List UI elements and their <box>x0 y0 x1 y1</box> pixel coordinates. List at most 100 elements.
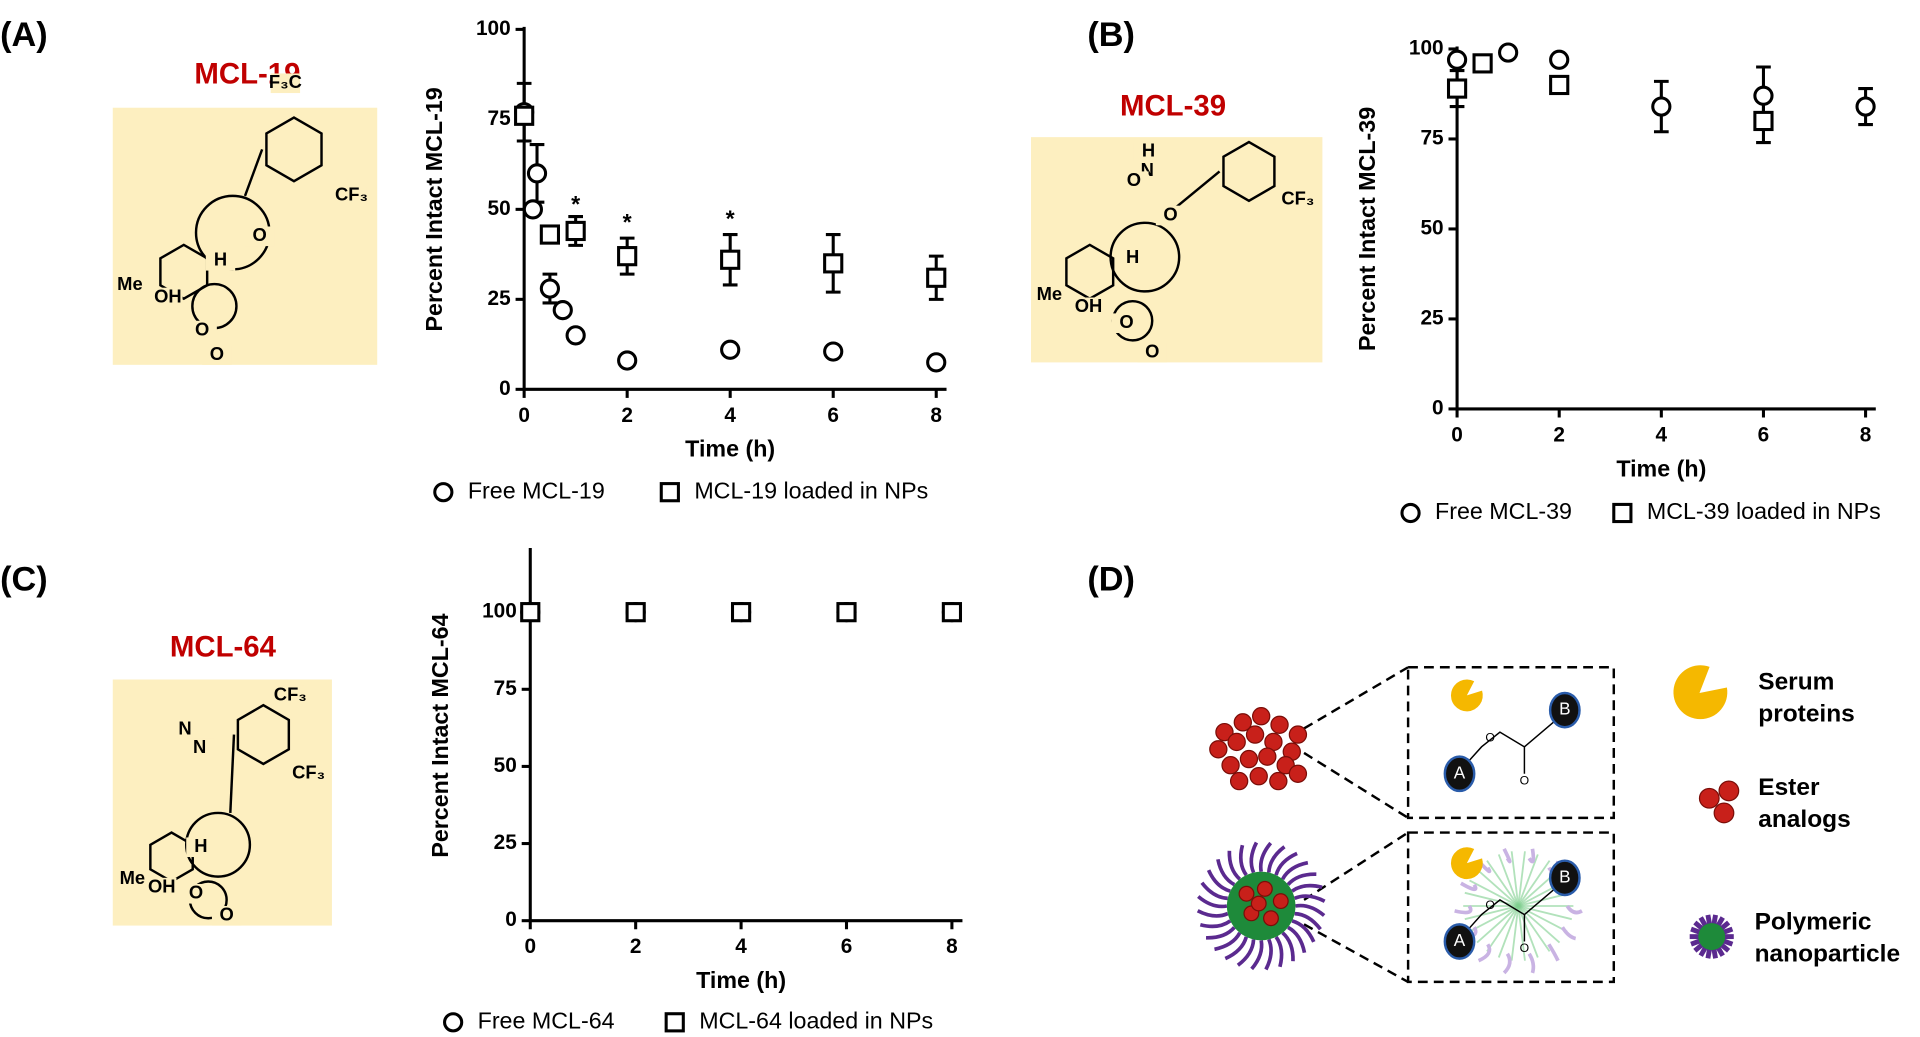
atom-label: O <box>1520 941 1530 955</box>
atom-bg <box>115 275 145 296</box>
glow <box>1517 905 1568 933</box>
polymer-chain <box>1287 925 1307 954</box>
polymer-chain <box>1719 920 1731 931</box>
marker <box>1549 74 1570 96</box>
y-axis-label: Percent Intact MCL-64 <box>427 613 453 857</box>
glow <box>1517 905 1561 944</box>
ester-ball <box>1221 756 1240 775</box>
atom-bg <box>336 186 367 206</box>
marker <box>1446 78 1468 99</box>
y-axis-label: Percent Intact MCL-19 <box>421 87 447 331</box>
ester-ball <box>1270 715 1289 734</box>
atom-label: O <box>195 318 209 339</box>
x-axis-label: Time (h) <box>685 436 775 462</box>
glow <box>1469 879 1519 907</box>
x-tick-label: 4 <box>724 404 736 427</box>
panel-label: (D) <box>1087 561 1135 599</box>
node-label: A <box>1454 930 1466 950</box>
polymer-chain <box>1214 931 1242 952</box>
polymer-chain <box>1205 926 1236 940</box>
pacman-icon <box>1673 665 1728 720</box>
glow <box>1517 905 1526 961</box>
marker <box>730 602 752 623</box>
legend-label: Free MCL-39 <box>1435 498 1572 524</box>
atom-bg <box>205 250 236 271</box>
polymer-chain <box>1698 916 1708 928</box>
polymer-chain <box>1719 942 1731 953</box>
polymer-chain <box>1196 909 1229 918</box>
atom-bg <box>270 73 301 94</box>
y-tick-label: 100 <box>482 600 517 623</box>
polymer-chain <box>1250 939 1264 971</box>
glow <box>1518 905 1573 921</box>
marker <box>926 352 947 373</box>
polymer-chain <box>1294 911 1322 931</box>
atom-bg <box>1133 142 1164 162</box>
polymer-chain <box>1290 883 1323 893</box>
atom-label: O <box>1485 898 1495 912</box>
x-tick-label: 0 <box>524 935 536 958</box>
marker <box>1498 42 1519 63</box>
ester-ball <box>1269 771 1288 791</box>
node <box>1548 859 1581 897</box>
marker <box>1549 49 1570 70</box>
structure-box <box>1031 137 1323 363</box>
atom-bg <box>187 320 217 341</box>
polymer-chain <box>1227 850 1242 881</box>
ester-ball <box>1256 880 1273 897</box>
legend-label: proteins <box>1758 700 1855 727</box>
glow <box>1476 868 1519 907</box>
marker <box>836 602 857 623</box>
ring <box>1109 221 1181 293</box>
glow <box>1486 905 1520 952</box>
legend-label: MCL-64 loaded in NPs <box>699 1007 933 1033</box>
ring <box>236 703 291 766</box>
ester-ball <box>1288 725 1308 744</box>
node-label: A <box>1454 762 1466 782</box>
polymer-chain <box>1705 914 1713 925</box>
marker <box>1651 96 1672 117</box>
pacman <box>1450 847 1483 880</box>
x-axis-label: Time (h) <box>1616 455 1706 481</box>
glow <box>1464 905 1519 921</box>
atom-bg <box>1283 189 1313 210</box>
glow <box>1476 905 1519 944</box>
marker <box>1753 110 1774 132</box>
atom-bg <box>1111 313 1142 334</box>
atom-bg <box>275 685 305 706</box>
ester-ball <box>1698 787 1720 809</box>
polymer-chain <box>1216 858 1236 887</box>
glow-chain <box>1565 904 1583 915</box>
glow-chain <box>1454 905 1473 915</box>
atom-bg <box>211 905 242 926</box>
polymer-chain <box>1238 844 1248 877</box>
np-core <box>1698 923 1726 951</box>
x-tick-label: 2 <box>621 404 633 427</box>
atom-bg <box>185 738 215 758</box>
x-tick-label: 6 <box>827 404 839 427</box>
polymer-chain <box>1711 914 1718 925</box>
polymer-chain <box>1711 948 1718 959</box>
glow <box>1517 860 1551 907</box>
legend-label: nanoparticle <box>1755 940 1900 967</box>
annotation: * <box>623 209 633 235</box>
polymer-chain <box>1295 903 1326 917</box>
x-tick-label: 2 <box>1553 423 1565 446</box>
polymer-chain <box>1266 845 1286 873</box>
atom-label: F₃C <box>269 71 302 92</box>
glow <box>1497 854 1520 907</box>
legend-marker <box>443 1012 464 1033</box>
glow <box>1464 891 1519 907</box>
marker <box>617 246 638 267</box>
legend-label: Serum <box>1758 669 1834 696</box>
legend-label: Free MCL-64 <box>478 1007 615 1033</box>
atom-label: O <box>1119 311 1133 332</box>
atom-bg <box>1117 248 1148 269</box>
atom-label: H <box>214 249 227 270</box>
ester-ball <box>1245 725 1265 744</box>
pacman <box>1450 679 1483 712</box>
atom-label: O <box>1485 731 1495 745</box>
marker <box>1855 96 1876 117</box>
node <box>1548 691 1581 729</box>
polymer-chain <box>1291 919 1316 943</box>
